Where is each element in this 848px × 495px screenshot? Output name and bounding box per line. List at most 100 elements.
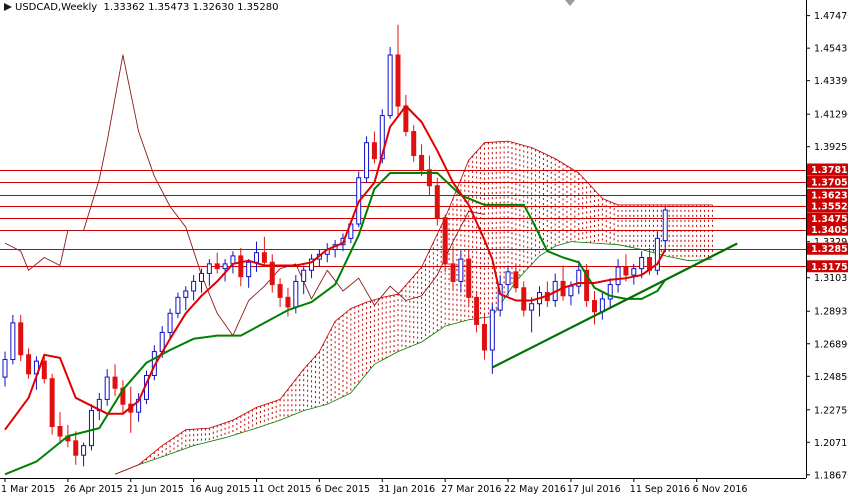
tenkan-line [4, 105, 667, 431]
candle[interactable] [584, 263, 590, 307]
candle[interactable] [576, 260, 582, 295]
candle-body [615, 266, 621, 286]
candle[interactable] [2, 351, 8, 387]
candle-body [88, 410, 94, 447]
candle-body [513, 271, 519, 289]
candle[interactable] [474, 290, 480, 333]
candle[interactable] [301, 265, 307, 295]
candle-body [599, 298, 605, 313]
candle[interactable] [521, 281, 527, 317]
candle[interactable] [57, 412, 63, 445]
candle[interactable] [654, 231, 660, 276]
candle[interactable] [88, 404, 94, 451]
candle[interactable] [73, 431, 79, 465]
shift-marker-icon[interactable] [565, 0, 575, 6]
candle[interactable] [434, 177, 440, 226]
candle-body [442, 217, 448, 265]
candle[interactable] [623, 254, 629, 282]
candle[interactable] [529, 297, 535, 333]
candle[interactable] [269, 254, 275, 293]
candle[interactable] [41, 354, 47, 384]
candle[interactable] [26, 348, 32, 379]
candle[interactable] [371, 131, 377, 164]
candle[interactable] [639, 251, 645, 279]
candle[interactable] [395, 24, 401, 116]
candle-body [175, 296, 181, 314]
candle[interactable] [607, 278, 613, 309]
candle[interactable] [411, 125, 417, 162]
candle[interactable] [662, 206, 668, 253]
candle[interactable] [285, 287, 291, 317]
price-tick-label: 1.39250 [814, 142, 848, 153]
candle[interactable] [615, 259, 621, 293]
candle[interactable] [309, 254, 315, 279]
candle[interactable] [631, 263, 637, 285]
candle[interactable] [442, 214, 448, 272]
candle-body [458, 258, 464, 282]
level-price-box [807, 223, 848, 236]
candle-body [26, 354, 32, 375]
time-tick-label: 11 Oct 2015 [253, 484, 312, 495]
candle[interactable] [505, 265, 511, 296]
candle[interactable] [183, 286, 189, 311]
candle[interactable] [112, 364, 118, 397]
candle[interactable] [592, 290, 597, 325]
candle[interactable] [49, 373, 55, 435]
candle[interactable] [458, 251, 464, 293]
candle[interactable] [513, 263, 519, 293]
candle-body [529, 303, 535, 311]
symbol-timeframe: USDCAD,Weekly [15, 2, 98, 13]
ohlc-values: 1.33362 1.35473 1.32630 1.35280 [103, 2, 279, 13]
candle-body [387, 54, 393, 117]
candle[interactable] [175, 292, 181, 319]
candle[interactable] [419, 144, 425, 177]
candle-body [18, 322, 24, 356]
candle-body [2, 359, 8, 378]
candle[interactable] [81, 442, 87, 467]
candle-body [222, 263, 228, 270]
candle-body [364, 142, 370, 179]
time-tick-label: 16 Aug 2015 [190, 484, 251, 495]
candle-body [419, 154, 425, 171]
candle[interactable] [104, 369, 110, 406]
candle[interactable] [364, 136, 370, 183]
candle[interactable] [206, 259, 212, 287]
time-tick-label: 26 Apr 2015 [64, 484, 123, 495]
candle-body [434, 185, 440, 219]
candle[interactable] [214, 252, 220, 274]
candle[interactable] [466, 249, 472, 306]
level-price-box [807, 200, 848, 213]
candle[interactable] [481, 313, 487, 360]
candle-body [411, 131, 417, 156]
candle[interactable] [191, 275, 197, 301]
candle-body [49, 378, 55, 428]
candle[interactable] [426, 155, 432, 196]
candle[interactable] [277, 278, 283, 307]
price-tick-label: 1.22750 [814, 405, 848, 416]
candle-body [505, 271, 511, 286]
candle-body [261, 252, 267, 263]
candle[interactable] [120, 380, 126, 414]
candle[interactable] [10, 314, 16, 365]
candle[interactable] [246, 259, 252, 288]
candle[interactable] [489, 303, 495, 374]
level-price-label: 1.34750 [811, 214, 848, 225]
candle[interactable] [238, 247, 244, 287]
horizontal-levels [0, 170, 806, 267]
candle[interactable] [387, 47, 393, 119]
candle-body [466, 258, 472, 298]
candle[interactable] [199, 268, 204, 293]
price-tick-label: 1.20710 [814, 438, 848, 449]
candle[interactable] [497, 275, 503, 317]
time-tick-label: 6 Nov 2016 [693, 484, 748, 495]
candle[interactable] [167, 308, 173, 339]
candle[interactable] [222, 259, 228, 282]
support-trendline[interactable] [491, 242, 738, 369]
candle[interactable] [18, 314, 24, 362]
candle[interactable] [450, 246, 456, 291]
candle-body [426, 169, 432, 187]
candle-body [662, 209, 668, 242]
candle[interactable] [261, 236, 267, 266]
